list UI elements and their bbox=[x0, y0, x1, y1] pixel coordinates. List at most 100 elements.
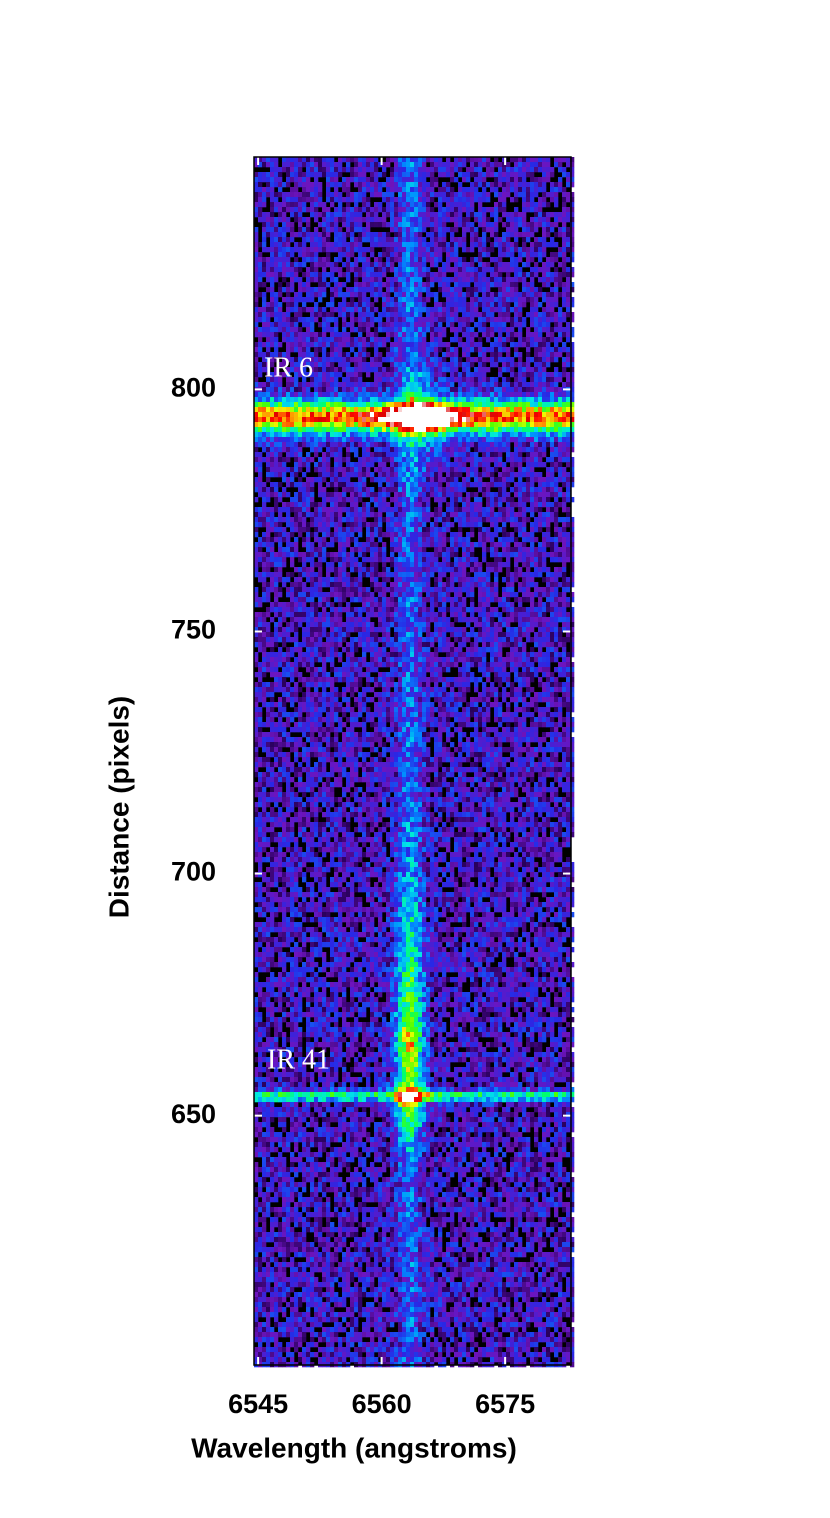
image-pixel bbox=[398, 162, 403, 168]
image-pixel bbox=[470, 482, 475, 488]
image-pixel bbox=[558, 422, 563, 428]
image-pixel bbox=[286, 282, 291, 288]
image-pixel bbox=[374, 262, 379, 268]
image-pixel bbox=[270, 322, 275, 328]
image-pixel bbox=[434, 162, 439, 168]
image-pixel bbox=[502, 187, 507, 193]
image-pixel bbox=[550, 512, 555, 518]
image-pixel bbox=[330, 377, 335, 383]
image-pixel bbox=[538, 352, 543, 358]
image-pixel bbox=[426, 362, 431, 368]
image-pixel bbox=[450, 362, 455, 368]
image-pixel bbox=[550, 307, 555, 313]
image-pixel bbox=[426, 452, 431, 458]
image-pixel bbox=[334, 317, 339, 323]
image-pixel bbox=[414, 272, 419, 278]
image-pixel bbox=[410, 252, 415, 258]
image-pixel bbox=[398, 322, 403, 328]
image-pixel bbox=[538, 177, 543, 183]
image-pixel bbox=[310, 232, 315, 238]
image-pixel bbox=[282, 417, 287, 423]
image-pixel bbox=[438, 237, 443, 243]
image-pixel bbox=[542, 297, 547, 303]
image-pixel bbox=[282, 262, 287, 268]
image-pixel bbox=[362, 302, 367, 308]
image-pixel bbox=[430, 317, 435, 323]
image-pixel bbox=[282, 402, 287, 408]
image-pixel bbox=[354, 472, 359, 478]
image-pixel bbox=[434, 432, 439, 438]
image-pixel bbox=[526, 297, 531, 303]
image-pixel bbox=[546, 472, 551, 478]
image-pixel bbox=[278, 432, 283, 438]
image-pixel bbox=[546, 267, 551, 273]
image-pixel bbox=[394, 337, 399, 343]
image-pixel bbox=[550, 317, 555, 323]
image-pixel bbox=[406, 197, 411, 203]
image-pixel bbox=[286, 467, 291, 473]
image-pixel bbox=[310, 332, 315, 338]
image-pixel bbox=[270, 402, 275, 408]
image-pixel bbox=[402, 352, 407, 358]
image-pixel bbox=[478, 392, 483, 398]
image-pixel bbox=[494, 457, 499, 463]
image-pixel bbox=[330, 192, 335, 198]
image-pixel bbox=[338, 182, 343, 188]
image-pixel bbox=[446, 297, 451, 303]
image-pixel bbox=[430, 162, 435, 168]
image-pixel bbox=[286, 492, 291, 498]
image-pixel bbox=[358, 197, 363, 203]
image-pixel bbox=[418, 382, 423, 388]
image-pixel bbox=[466, 442, 471, 448]
image-pixel bbox=[554, 372, 559, 378]
image-pixel bbox=[522, 387, 527, 393]
image-pixel bbox=[530, 302, 535, 308]
image-pixel bbox=[558, 457, 563, 463]
image-pixel bbox=[514, 242, 519, 248]
image-pixel bbox=[346, 192, 351, 198]
image-pixel bbox=[294, 262, 299, 268]
image-pixel bbox=[474, 272, 479, 278]
image-pixel bbox=[438, 207, 443, 213]
image-pixel bbox=[394, 417, 399, 423]
image-pixel bbox=[338, 477, 343, 483]
image-pixel bbox=[538, 317, 543, 323]
image-pixel bbox=[294, 362, 299, 368]
image-pixel bbox=[530, 402, 535, 408]
image-pixel bbox=[310, 197, 315, 203]
image-pixel bbox=[318, 477, 323, 483]
image-pixel bbox=[302, 247, 307, 253]
image-pixel bbox=[286, 437, 291, 443]
image-pixel bbox=[394, 157, 399, 163]
image-pixel bbox=[310, 187, 315, 193]
image-pixel bbox=[546, 232, 551, 238]
image-pixel bbox=[298, 512, 303, 518]
image-pixel bbox=[330, 402, 335, 408]
image-pixel bbox=[566, 402, 571, 408]
image-pixel bbox=[326, 482, 331, 488]
image-pixel bbox=[386, 347, 391, 353]
image-pixel bbox=[350, 492, 355, 498]
image-pixel bbox=[314, 367, 319, 373]
image-pixel bbox=[322, 487, 327, 493]
image-pixel bbox=[542, 447, 547, 453]
image-pixel bbox=[314, 507, 319, 513]
image-pixel bbox=[370, 182, 375, 188]
image-pixel bbox=[334, 197, 339, 203]
image-pixel bbox=[422, 177, 427, 183]
image-pixel bbox=[402, 252, 407, 258]
image-pixel bbox=[534, 397, 539, 403]
image-pixel bbox=[478, 457, 483, 463]
image-pixel bbox=[514, 487, 519, 493]
image-pixel bbox=[566, 267, 571, 273]
image-pixel bbox=[470, 247, 475, 253]
image-pixel bbox=[482, 462, 487, 468]
image-pixel bbox=[442, 387, 447, 393]
image-pixel bbox=[346, 357, 351, 363]
image-pixel bbox=[310, 237, 315, 243]
image-pixel bbox=[286, 417, 291, 423]
image-pixel bbox=[470, 412, 475, 418]
image-pixel bbox=[462, 157, 467, 163]
image-pixel bbox=[266, 182, 271, 188]
image-pixel bbox=[286, 352, 291, 358]
